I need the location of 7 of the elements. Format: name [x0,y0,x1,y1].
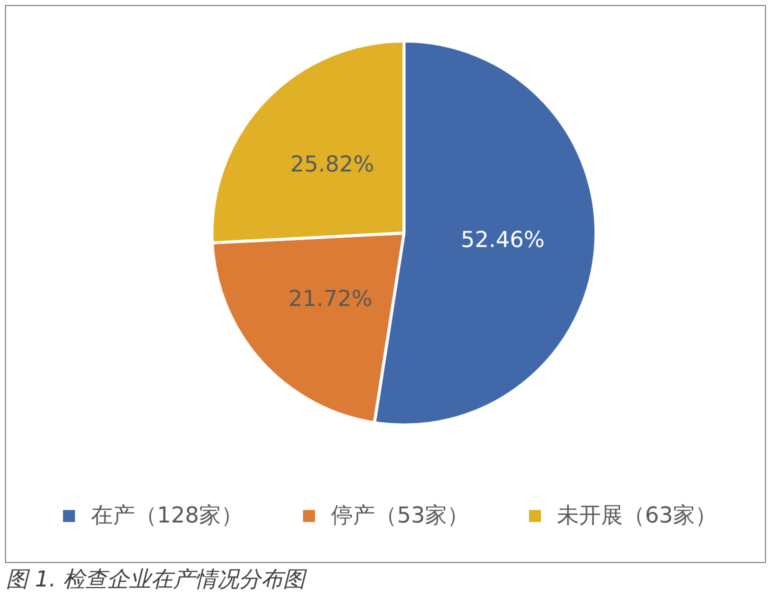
data-label: 25.82% [290,152,374,178]
legend-label: 未开展（63家） [556,504,717,528]
legend-label: 停产（53家） [331,504,469,528]
caption: 图 1. 检查企业在产情况分布图 [6,568,308,592]
legend-label: 在产（128家） [91,504,244,528]
data-label: 52.46% [460,228,545,254]
data-label: 21.72% [288,286,372,312]
